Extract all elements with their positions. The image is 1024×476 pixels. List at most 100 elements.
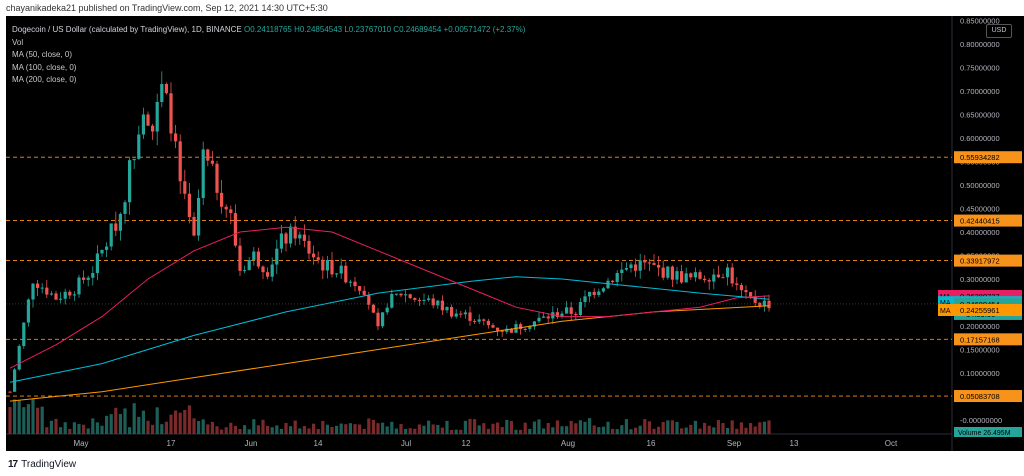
candle-body[interactable] (675, 271, 679, 280)
candle-body[interactable] (376, 312, 380, 327)
candle-body[interactable] (417, 299, 421, 301)
candle-body[interactable] (36, 283, 40, 288)
candle-body[interactable] (684, 273, 688, 283)
legend-ma100[interactable]: MA (100, close, 0) (12, 62, 77, 72)
candle-body[interactable] (542, 316, 546, 318)
candle-body[interactable] (546, 316, 550, 319)
chart-area[interactable]: 0.85000000 0.80000000 0.75000000 0.70000000… (6, 16, 1024, 451)
candle-body[interactable] (302, 234, 306, 241)
candle-body[interactable] (753, 296, 757, 303)
candle-body[interactable] (49, 293, 53, 295)
candle-body[interactable] (509, 328, 513, 333)
candle-body[interactable] (118, 213, 122, 231)
candle-body[interactable] (624, 268, 628, 270)
candle-body[interactable] (68, 291, 72, 296)
candle-body[interactable] (519, 324, 523, 329)
candle-body[interactable] (220, 192, 224, 207)
candle-body[interactable] (339, 265, 343, 274)
candle-body[interactable] (275, 248, 279, 265)
candle-body[interactable] (174, 133, 178, 142)
candle-body[interactable] (565, 307, 569, 314)
candle-body[interactable] (528, 326, 532, 329)
candle-body[interactable] (730, 267, 734, 284)
candle-body[interactable] (615, 273, 619, 283)
candle-body[interactable] (749, 292, 753, 297)
candle-body[interactable] (381, 312, 385, 327)
candle-body[interactable] (620, 269, 624, 274)
candle-body[interactable] (537, 317, 541, 322)
candle-body[interactable] (353, 281, 357, 287)
candle-body[interactable] (210, 160, 214, 164)
candle-body[interactable] (767, 300, 771, 309)
candle-body[interactable] (689, 273, 693, 278)
candle-body[interactable] (532, 321, 536, 327)
candle-body[interactable] (707, 280, 711, 282)
candle-body[interactable] (661, 267, 665, 278)
price-chart[interactable]: 0.85000000 0.80000000 0.75000000 0.70000000… (6, 16, 1024, 451)
candle-body[interactable] (680, 271, 684, 283)
candle-body[interactable] (72, 294, 76, 296)
candle-body[interactable] (583, 296, 587, 303)
candle-body[interactable] (606, 280, 610, 289)
candle-body[interactable] (105, 246, 109, 250)
candle-body[interactable] (261, 266, 265, 273)
candle-body[interactable] (187, 193, 191, 217)
candle-body[interactable] (151, 125, 155, 132)
candle-body[interactable] (555, 312, 559, 317)
candle-body[interactable] (192, 216, 196, 236)
currency-button[interactable]: USD (986, 24, 1012, 38)
candle-body[interactable] (601, 288, 605, 292)
candle-body[interactable] (321, 259, 325, 271)
candle-body[interactable] (703, 278, 707, 281)
candle-body[interactable] (647, 262, 651, 264)
candle-body[interactable] (40, 287, 44, 289)
ma100-line[interactable] (9, 276, 770, 383)
candle-body[interactable] (63, 291, 67, 299)
candle-body[interactable] (413, 298, 417, 300)
candle-body[interactable] (739, 284, 743, 291)
candle-body[interactable] (399, 293, 403, 296)
candle-body[interactable] (634, 264, 638, 271)
legend-ma200[interactable]: MA (200, close, 0) (12, 75, 77, 84)
candle-body[interactable] (394, 293, 398, 295)
candle-body[interactable] (137, 134, 141, 159)
candle-body[interactable] (643, 260, 647, 263)
candle-body[interactable] (330, 259, 334, 275)
candle-body[interactable] (109, 223, 113, 247)
candle-body[interactable] (224, 206, 228, 210)
candle-body[interactable] (155, 101, 159, 132)
candle-body[interactable] (270, 264, 274, 277)
candle-body[interactable] (31, 283, 35, 300)
candle-body[interactable] (279, 233, 283, 249)
candle-body[interactable] (463, 312, 467, 315)
candle-body[interactable] (592, 291, 596, 295)
candle-body[interactable] (385, 307, 389, 313)
candle-body[interactable] (169, 93, 173, 134)
candle-body[interactable] (588, 291, 592, 297)
candle-body[interactable] (284, 233, 288, 244)
candle-body[interactable] (371, 304, 375, 313)
candle-body[interactable] (256, 251, 260, 267)
candle-body[interactable] (762, 300, 766, 307)
candle-body[interactable] (307, 240, 311, 254)
candle-body[interactable] (206, 149, 210, 161)
candle-body[interactable] (629, 264, 633, 269)
candle-body[interactable] (390, 293, 394, 308)
candle-body[interactable] (404, 294, 408, 296)
candle-body[interactable] (325, 259, 329, 271)
candle-body[interactable] (8, 391, 12, 393)
candle-body[interactable] (367, 294, 371, 305)
candle-body[interactable] (17, 345, 21, 370)
candle-body[interactable] (477, 319, 481, 322)
candle-body[interactable] (486, 320, 490, 326)
candle-body[interactable] (427, 298, 431, 300)
legend-ma50[interactable]: MA (50, close, 0) (12, 50, 73, 59)
ma200-line[interactable] (9, 305, 770, 402)
candle-body[interactable] (716, 274, 720, 278)
candle-body[interactable] (22, 322, 26, 346)
candle-body[interactable] (482, 319, 486, 321)
legend-vol[interactable]: Vol (12, 37, 24, 47)
candle-body[interactable] (611, 280, 615, 283)
ma50-line[interactable] (9, 226, 770, 369)
candle-body[interactable] (114, 223, 118, 231)
